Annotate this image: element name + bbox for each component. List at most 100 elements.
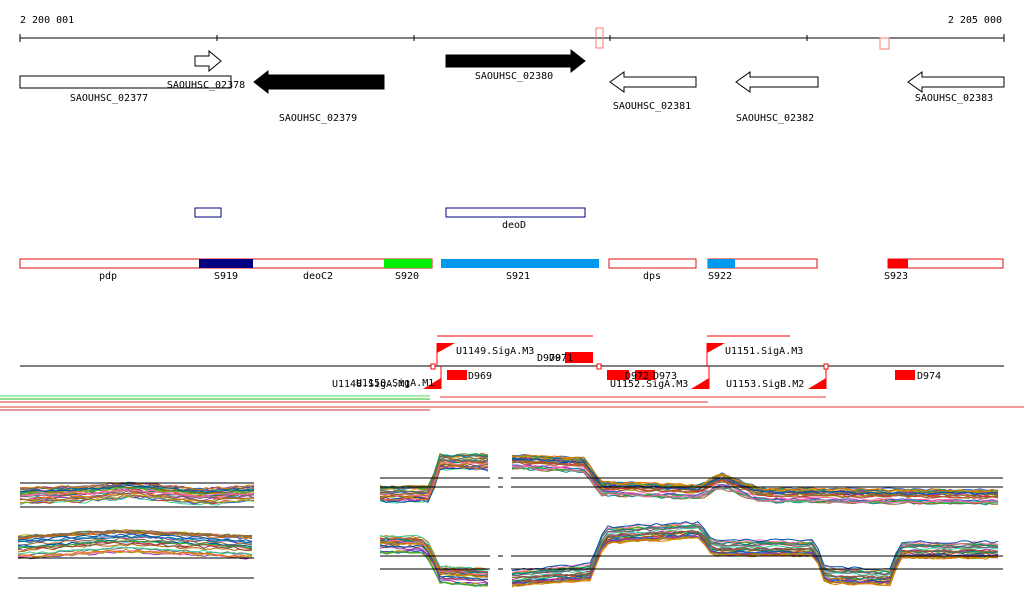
terminator-block[interactable] — [635, 370, 655, 380]
expression-trace — [379, 541, 489, 578]
ruler-end-label: 2 205 000 — [948, 15, 1002, 26]
expression-trace — [379, 544, 489, 581]
segment-label: S919 — [214, 271, 238, 282]
expression-trace — [17, 530, 253, 541]
terminator-block[interactable] — [565, 352, 593, 363]
expression-trace — [379, 537, 489, 573]
segment-label: S923 — [884, 271, 908, 282]
gene-arrow[interactable] — [445, 48, 586, 74]
gene-track: SAOUHSC_02377 SAOUHSC_02378 SAOUHSC_0237… — [19, 48, 1005, 124]
promoter-flag[interactable] — [707, 343, 725, 353]
ruler-marker[interactable] — [595, 27, 604, 49]
transcript-lines — [0, 395, 1024, 411]
segment-s921[interactable] — [441, 259, 599, 268]
expression-trace — [19, 493, 255, 503]
expression-trace — [19, 496, 255, 506]
expression-trace — [379, 467, 489, 503]
gene-arrow[interactable] — [253, 69, 385, 95]
segment-s919[interactable] — [199, 259, 253, 268]
feature-deod[interactable] — [445, 207, 586, 218]
terminator-label: D970 — [537, 353, 561, 364]
promoter-terminator-track: U1149.SigA.M3 U1151.SigA.M3 U1148.SigA.M… — [20, 335, 1004, 390]
expression-trace — [17, 535, 253, 544]
expression-trace — [512, 464, 999, 503]
gene-arrow[interactable] — [907, 71, 1005, 93]
gene-arrow[interactable] — [194, 49, 222, 73]
segment-label: dps — [643, 271, 661, 282]
promoter-site[interactable] — [596, 363, 602, 370]
expression-trace — [17, 537, 253, 546]
expression-trace — [19, 490, 255, 499]
gene-label: SAOUHSC_02377 — [70, 93, 148, 104]
gene-label: SAOUHSC_02378 — [167, 80, 245, 91]
gene-label: SAOUHSC_02381 — [613, 101, 691, 112]
gene-saouhsc-02378[interactable]: SAOUHSC_02378 — [167, 49, 245, 91]
gene-saouhsc-02383[interactable]: SAOUHSC_02383 — [907, 71, 1005, 104]
expression-trace — [379, 459, 489, 495]
gene-saouhsc-02377[interactable]: SAOUHSC_02377 — [19, 75, 232, 104]
segment-label: deoC2 — [303, 271, 333, 282]
expression-trace — [379, 465, 489, 501]
expression-trace — [17, 540, 253, 549]
expression-trace — [511, 525, 999, 577]
terminator-label: D972 — [625, 371, 649, 382]
promoter-label: U1151.SigA.M3 — [725, 346, 803, 357]
expression-trace — [511, 527, 999, 578]
gene-arrow[interactable] — [609, 71, 697, 93]
expression-trace — [17, 533, 253, 543]
expression-trace — [379, 454, 489, 490]
segment-track: pdp S919 deoC2 S920 S921 dps S922 S923 — [19, 258, 1004, 282]
ruler-marker[interactable] — [879, 37, 890, 50]
terminator-label: D971 — [549, 353, 573, 364]
segment-dps[interactable] — [608, 258, 697, 269]
gene-saouhsc-02381[interactable]: SAOUHSC_02381 — [609, 71, 697, 112]
gene-label: SAOUHSC_02382 — [736, 113, 814, 124]
promoter-flag[interactable] — [691, 378, 709, 389]
promoter-site[interactable] — [823, 363, 829, 370]
expression-trace — [17, 529, 253, 539]
expression-trace — [19, 488, 255, 498]
gene-saouhsc-02382[interactable]: SAOUHSC_02382 — [735, 71, 819, 124]
terminator-label: D973 — [653, 371, 677, 382]
terminator-block[interactable] — [895, 370, 915, 380]
gene-label: SAOUHSC_02383 — [915, 93, 993, 104]
terminator-label: D974 — [917, 371, 941, 382]
feature-box[interactable] — [194, 207, 222, 218]
segment-s922[interactable] — [708, 259, 735, 268]
expression-gap — [503, 451, 511, 589]
ruler-start-label: 2 200 001 — [20, 15, 74, 26]
gene-saouhsc-02380[interactable]: SAOUHSC_02380 — [445, 48, 586, 82]
promoter-label: U1148.SigA.M1 — [332, 379, 410, 390]
segment-s923[interactable] — [888, 259, 908, 268]
gene-arrow[interactable] — [735, 71, 819, 93]
expression-trace — [17, 548, 253, 558]
expression-trace — [379, 551, 489, 587]
expression-trace — [380, 461, 489, 498]
promoter-label: U1150.SigA.M1 — [356, 378, 434, 389]
feature-label: deoD — [502, 220, 526, 231]
promoter-label: U1149.SigA.M3 — [456, 346, 534, 357]
coordinate-ruler: 2 200 001 2 205 000 — [19, 15, 1005, 50]
gene-saouhsc-02379[interactable]: SAOUHSC_02379 — [253, 69, 385, 124]
expression-trace — [17, 546, 253, 556]
promoter-label: U1152.SigA.M3 — [610, 379, 688, 390]
segment-label: pdp — [99, 271, 117, 282]
gene-box[interactable] — [19, 75, 232, 89]
segment-label: S920 — [395, 271, 419, 282]
expression-panel-top — [19, 452, 1003, 508]
promoter-site[interactable] — [430, 363, 436, 370]
promoter-flag[interactable] — [437, 343, 455, 353]
terminator-block[interactable] — [607, 370, 629, 380]
terminator-label: D969 — [468, 371, 492, 382]
expression-trace — [511, 521, 999, 574]
gene-label: SAOUHSC_02379 — [279, 113, 357, 124]
promoter-flag[interactable] — [808, 378, 826, 389]
terminator-block[interactable] — [447, 370, 467, 380]
expression-trace — [511, 465, 999, 504]
promoter-flag[interactable] — [423, 378, 441, 389]
expression-trace — [19, 481, 255, 492]
promoter-label: U1153.SigB.M2 — [726, 379, 804, 390]
expression-panel-bottom — [17, 521, 1003, 588]
segment-s920[interactable] — [384, 259, 432, 268]
feature-track: deoD — [194, 207, 586, 231]
